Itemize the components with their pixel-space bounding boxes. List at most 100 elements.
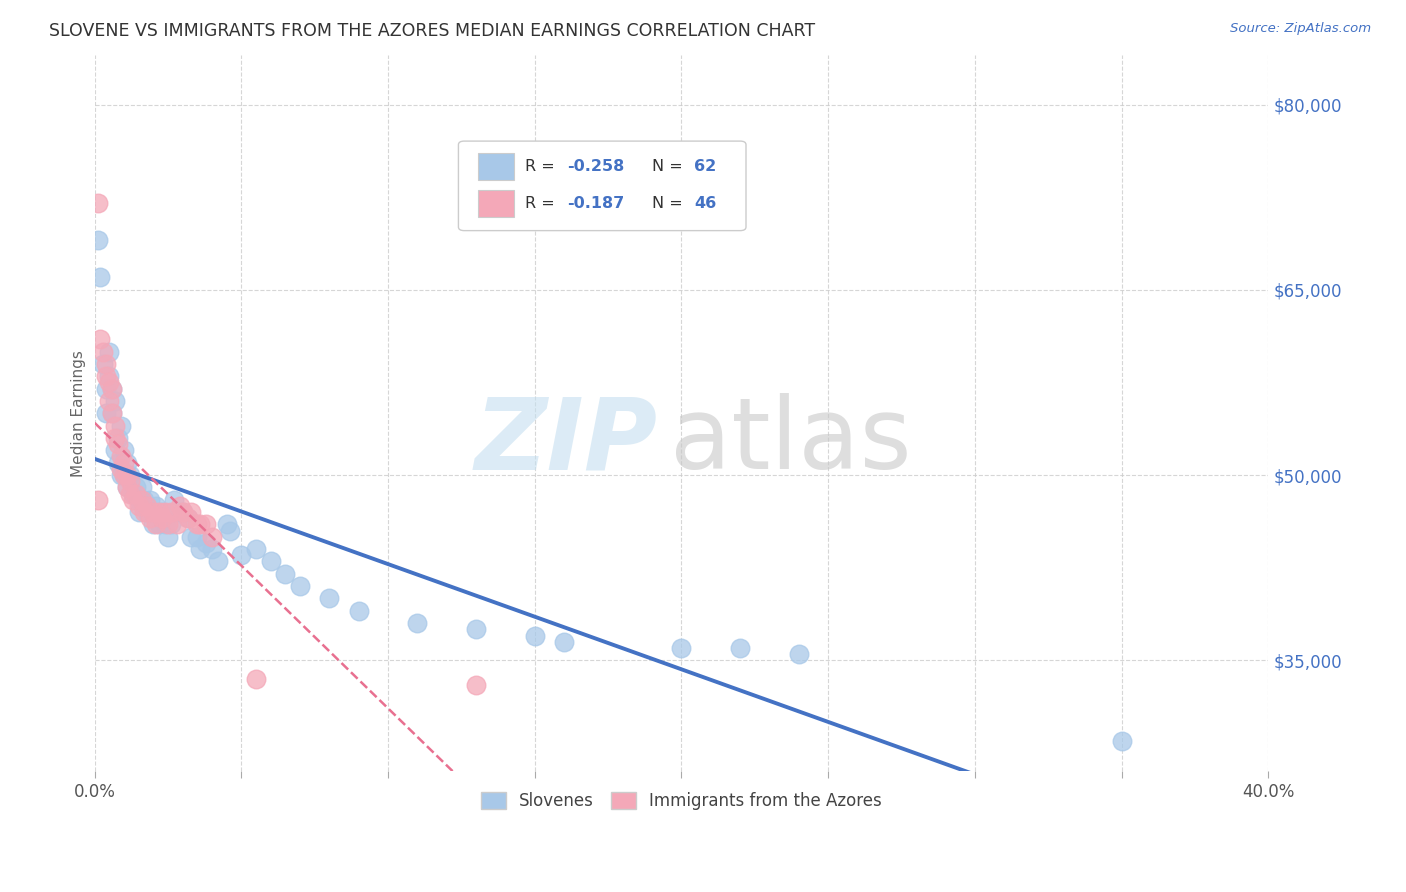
Point: [787, 647, 810, 661]
Point: [523, 628, 546, 642]
Point: [89, 332, 111, 346]
Point: [96, 406, 118, 420]
Point: [86, 233, 108, 247]
Point: [89, 270, 111, 285]
Text: N =: N =: [652, 196, 688, 211]
Point: [98, 393, 121, 408]
Point: [131, 492, 153, 507]
Text: N =: N =: [652, 159, 688, 174]
Text: R =: R =: [526, 196, 560, 211]
Point: [186, 530, 208, 544]
Point: [172, 505, 194, 519]
Point: [201, 530, 224, 544]
Point: [107, 437, 129, 451]
Point: [110, 468, 132, 483]
Point: [160, 517, 183, 532]
Point: [177, 511, 200, 525]
Point: [188, 517, 211, 532]
Point: [115, 480, 138, 494]
Point: [195, 536, 218, 550]
Point: [180, 530, 202, 544]
Point: [110, 450, 132, 464]
Point: [124, 486, 146, 500]
Y-axis label: Median Earnings: Median Earnings: [72, 350, 86, 476]
Point: [406, 616, 429, 631]
Point: [215, 517, 238, 532]
Point: [156, 530, 179, 544]
Point: [465, 678, 488, 692]
Text: R =: R =: [526, 159, 560, 174]
Text: 62: 62: [695, 159, 717, 174]
Point: [1111, 733, 1133, 747]
Point: [96, 369, 118, 384]
Point: [115, 468, 138, 483]
Point: [245, 672, 267, 686]
Point: [166, 517, 188, 532]
Point: [101, 406, 124, 420]
Legend: Slovenes, Immigrants from the Azores: Slovenes, Immigrants from the Azores: [474, 785, 889, 817]
Point: [153, 517, 176, 532]
Point: [186, 517, 208, 532]
Point: [153, 505, 176, 519]
Point: [104, 393, 127, 408]
Point: [98, 344, 121, 359]
Point: [145, 499, 167, 513]
Point: [180, 505, 202, 519]
Point: [101, 382, 124, 396]
Point: [112, 468, 135, 483]
Point: [728, 640, 751, 655]
FancyBboxPatch shape: [478, 190, 513, 217]
Text: atlas: atlas: [669, 393, 911, 491]
Point: [112, 456, 135, 470]
Point: [98, 369, 121, 384]
Point: [124, 480, 146, 494]
Point: [259, 554, 281, 568]
Point: [169, 499, 191, 513]
Point: [118, 474, 141, 488]
Point: [96, 357, 118, 371]
Point: [671, 640, 693, 655]
Point: [218, 524, 240, 538]
Point: [93, 344, 115, 359]
Point: [139, 492, 162, 507]
Text: 46: 46: [695, 196, 717, 211]
Point: [177, 511, 200, 525]
Point: [207, 554, 229, 568]
Point: [156, 517, 179, 532]
Point: [134, 492, 156, 507]
Point: [231, 549, 253, 563]
Point: [104, 443, 127, 458]
Point: [288, 579, 311, 593]
Point: [98, 376, 121, 390]
Text: ZIP: ZIP: [475, 393, 658, 491]
Text: SLOVENE VS IMMIGRANTS FROM THE AZORES MEDIAN EARNINGS CORRELATION CHART: SLOVENE VS IMMIGRANTS FROM THE AZORES ME…: [49, 22, 815, 40]
Point: [107, 431, 129, 445]
Point: [118, 486, 141, 500]
Point: [163, 492, 186, 507]
Point: [134, 505, 156, 519]
Point: [148, 517, 170, 532]
Point: [145, 517, 167, 532]
FancyBboxPatch shape: [458, 141, 747, 231]
Point: [112, 468, 135, 483]
Point: [136, 505, 159, 519]
Point: [148, 505, 170, 519]
Point: [172, 505, 194, 519]
Point: [112, 443, 135, 458]
Point: [96, 382, 118, 396]
Point: [347, 604, 370, 618]
Point: [553, 634, 575, 648]
Point: [104, 431, 127, 445]
Point: [142, 517, 165, 532]
FancyBboxPatch shape: [478, 153, 513, 180]
Point: [86, 492, 108, 507]
Point: [93, 357, 115, 371]
Text: -0.258: -0.258: [568, 159, 624, 174]
Point: [118, 468, 141, 483]
Point: [274, 566, 297, 581]
Point: [86, 196, 108, 211]
Point: [115, 456, 138, 470]
Point: [128, 499, 150, 513]
Point: [166, 505, 188, 519]
Point: [160, 505, 183, 519]
